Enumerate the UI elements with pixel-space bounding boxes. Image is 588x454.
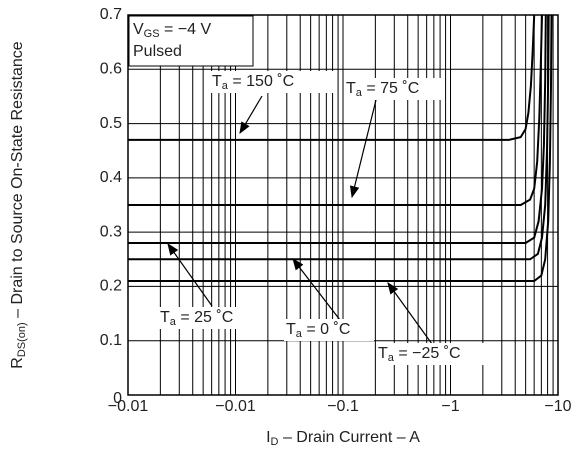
- x-axis-label: ID – Drain Current – A: [266, 429, 420, 448]
- curve-label-sub: a: [170, 316, 177, 328]
- x-tick-label: −0.1: [327, 398, 359, 415]
- y-axis-label-rest: – Drain to Source On-State Resistance: [9, 41, 26, 322]
- curve: [128, 14, 536, 141]
- curve-label: Ta = 0 ˚C: [286, 321, 350, 340]
- annotation-background: [344, 78, 444, 100]
- curve-label-sub: a: [388, 352, 395, 364]
- y-tick-label: 0.5: [100, 115, 122, 132]
- y-tick-label: 0.4: [100, 169, 122, 186]
- x-tick-label: −0.01: [108, 398, 149, 415]
- curve-label-rest: = 150 ˚C: [228, 73, 294, 90]
- x-axis-label-rest: – Drain Current – A: [279, 429, 421, 446]
- curve-label-main: T: [346, 80, 356, 97]
- curve: [128, 14, 550, 261]
- curve: [128, 14, 543, 206]
- curve-label-rest: = −25 ˚C: [394, 345, 461, 362]
- y-tick-label: 0.1: [100, 332, 122, 349]
- x-axis-label-sub: D: [271, 436, 279, 448]
- curve-label-sub: a: [296, 328, 303, 340]
- curve-label: Ta = −25 ˚C: [378, 345, 461, 364]
- curve-label-main: T: [212, 73, 222, 90]
- condition-mode: Pulsed: [133, 43, 182, 60]
- condition-bias: VGS = −4 V: [133, 21, 212, 40]
- y-axis-label-main: R: [9, 357, 26, 369]
- curve-label-main: T: [286, 321, 296, 338]
- y-axis-label: RDS(on) – Drain to Source On-State Resis…: [9, 41, 28, 369]
- annotation-arrow: [387, 282, 433, 345]
- y-tick-label: 0.6: [100, 61, 122, 78]
- conditions-box: [128, 15, 254, 67]
- curve-label-rest: = 0 ˚C: [302, 321, 350, 338]
- curve-label-rest: = 25 ˚C: [176, 309, 233, 326]
- annotation-background: [210, 71, 334, 93]
- y-tick-label: 0.3: [100, 223, 122, 240]
- x-tick-label: −10: [544, 398, 571, 415]
- x-tick-label: −1: [441, 398, 459, 415]
- annotation-arrow: [239, 95, 263, 135]
- x-axis-label-main: I: [266, 429, 270, 446]
- annotation-arrow: [292, 258, 341, 321]
- curve: [128, 14, 547, 244]
- curve-label-main: T: [378, 345, 388, 362]
- curve-label: Ta = 150 ˚C: [212, 73, 294, 92]
- curve-label-sub: a: [222, 80, 229, 92]
- curve-label-rest: = 75 ˚C: [362, 80, 419, 97]
- condition-bias-main: V: [133, 21, 144, 38]
- curve: [128, 14, 553, 282]
- condition-bias-rest: = −4 V: [160, 21, 212, 38]
- annotation-arrow: [167, 243, 213, 307]
- y-tick-label: 0.7: [100, 6, 122, 23]
- y-tick-label: 0: [113, 390, 122, 407]
- curve-label-main: T: [160, 309, 170, 326]
- annotation-background: [376, 343, 490, 365]
- curve-label: Ta = 25 ˚C: [160, 309, 233, 328]
- annotation-background: [158, 307, 262, 329]
- curve-label: Ta = 75 ˚C: [346, 80, 419, 99]
- annotation-background: [284, 319, 374, 341]
- curve-label-sub: a: [356, 87, 363, 99]
- x-tick-label: −0.01: [215, 398, 256, 415]
- annotation-arrow: [349, 99, 377, 199]
- y-axis-label-sub: DS(on): [16, 322, 28, 357]
- condition-bias-sub: GS: [144, 28, 160, 40]
- y-tick-label: 0.2: [100, 278, 122, 295]
